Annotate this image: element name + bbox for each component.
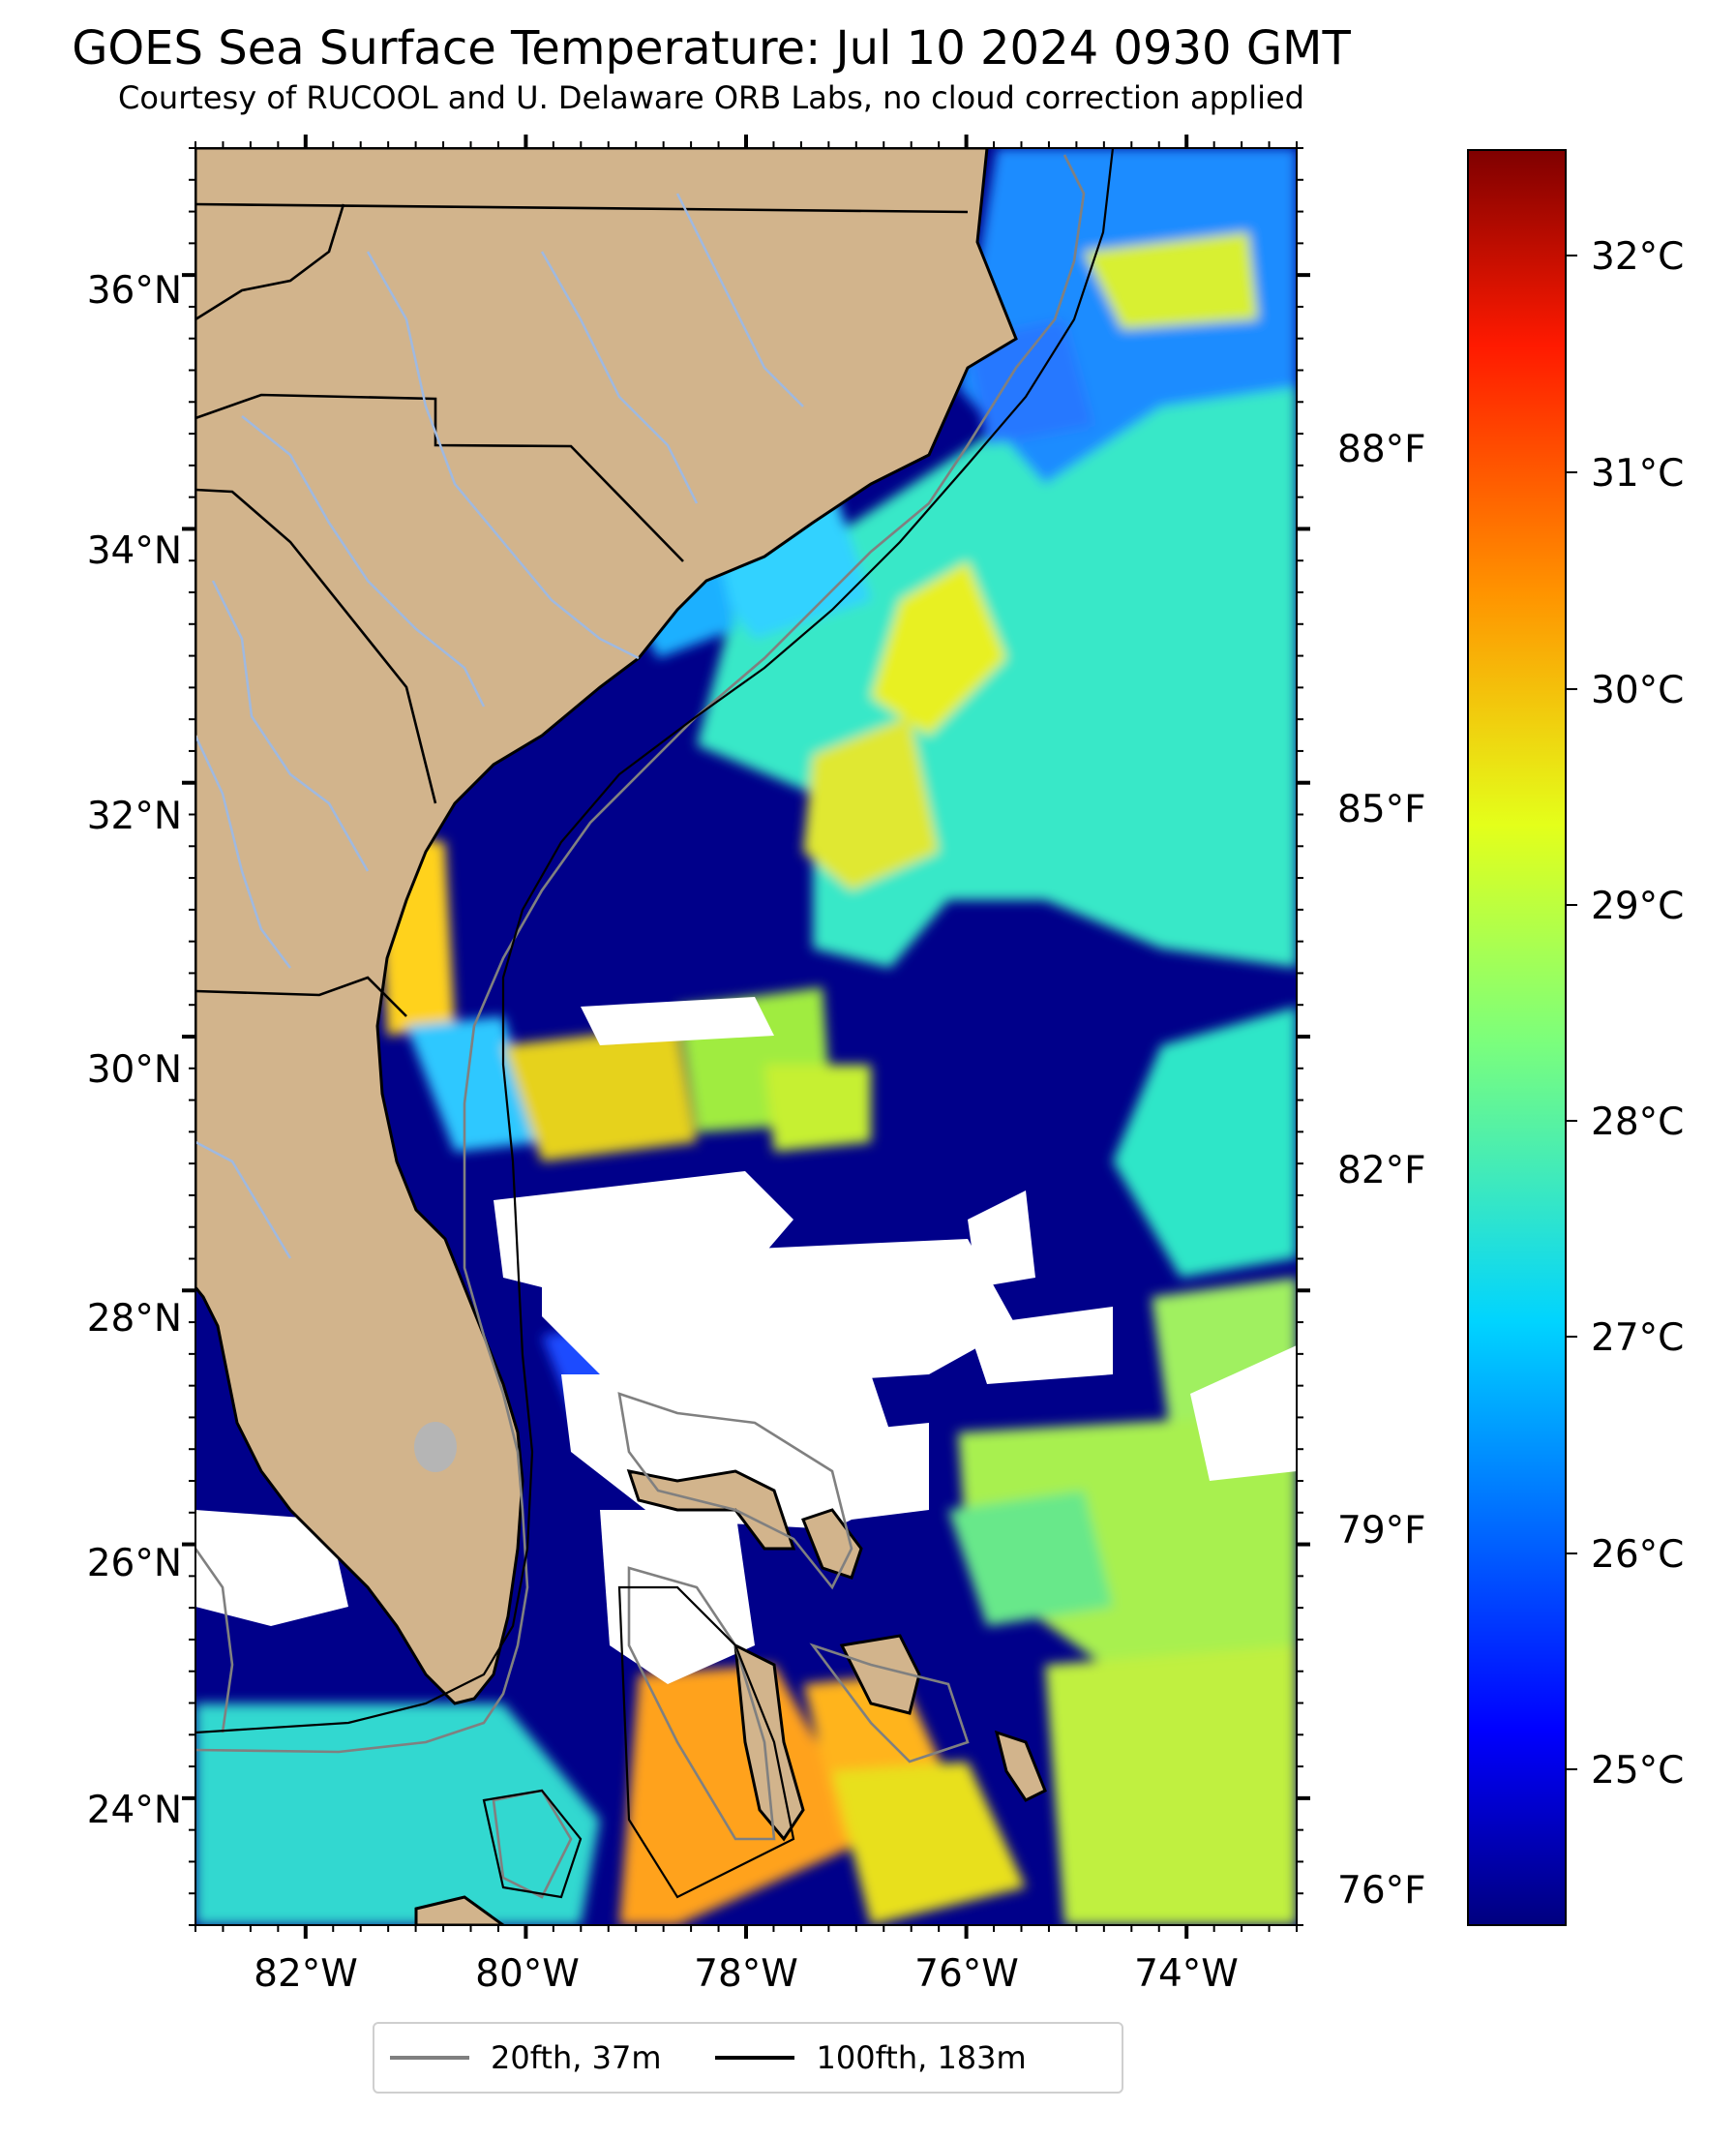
colorbar-ticks — [1566, 255, 1577, 1770]
y-tick-label: 26°N — [87, 1542, 182, 1585]
celsius-label: 27°C — [1591, 1316, 1684, 1360]
fahrenheit-labels: 88°F 85°F 82°F 79°F 76°F — [1337, 428, 1426, 1913]
fahrenheit-label: 79°F — [1337, 1509, 1426, 1552]
isobath-20fth — [195, 154, 1086, 1899]
colorbar — [1467, 149, 1567, 1926]
legend-item-100fth: 100fth, 183m — [715, 2039, 1027, 2076]
y-tick-label: 28°N — [87, 1297, 182, 1341]
lake — [414, 1422, 457, 1472]
celsius-label: 26°C — [1591, 1533, 1684, 1577]
chart-subtitle: Courtesy of RUCOOL and U. Delaware ORB L… — [118, 79, 1304, 116]
celsius-label: 31°C — [1591, 452, 1684, 496]
celsius-label: 25°C — [1591, 1749, 1684, 1793]
fahrenheit-label: 88°F — [1337, 428, 1426, 471]
x-tick-label: 78°W — [694, 1952, 798, 1996]
land — [195, 148, 1047, 1925]
y-tick-label: 36°N — [87, 269, 182, 313]
cloud-mask — [195, 997, 1297, 1684]
tick-marks — [182, 135, 1310, 1939]
legend: 20fth, 37m 100fth, 183m — [373, 2022, 1123, 2094]
legend-item-20fth: 20fth, 37m — [390, 2039, 661, 2076]
legend-swatch-gray — [390, 2056, 469, 2060]
chart-title: GOES Sea Surface Temperature: Jul 10 202… — [72, 21, 1351, 75]
rivers — [195, 193, 804, 1259]
x-tick-label: 80°W — [475, 1952, 580, 1996]
fahrenheit-label: 82°F — [1337, 1149, 1426, 1192]
y-tick-label: 34°N — [87, 529, 182, 573]
x-tick-label: 74°W — [1134, 1952, 1239, 1996]
y-axis-labels: 24°N 26°N 28°N 30°N 32°N 34°N 36°N — [87, 269, 182, 1832]
legend-label: 20fth, 37m — [491, 2039, 662, 2076]
x-tick-label: 76°W — [914, 1952, 1019, 1996]
celsius-labels: 32°C 31°C 30°C 29°C 28°C 27°C 26°C 25°C — [1591, 235, 1684, 1793]
state-borders — [195, 202, 969, 1017]
map-panel — [195, 148, 1297, 1925]
celsius-label: 32°C — [1591, 235, 1684, 279]
fahrenheit-label: 85°F — [1337, 788, 1426, 831]
x-axis-labels: 82°W 80°W 78°W 76°W 74°W — [254, 1952, 1239, 1996]
x-tick-label: 82°W — [254, 1952, 358, 1996]
y-tick-label: 30°N — [87, 1048, 182, 1092]
celsius-label: 28°C — [1591, 1100, 1684, 1144]
celsius-label: 29°C — [1591, 885, 1684, 928]
fahrenheit-label: 76°F — [1337, 1869, 1426, 1913]
y-tick-label: 32°N — [87, 795, 182, 838]
y-tick-label: 24°N — [87, 1789, 182, 1832]
legend-label: 100fth, 183m — [816, 2039, 1027, 2076]
isobath-100fth — [195, 148, 1115, 1899]
celsius-label: 30°C — [1591, 669, 1684, 712]
legend-swatch-black — [715, 2056, 795, 2060]
